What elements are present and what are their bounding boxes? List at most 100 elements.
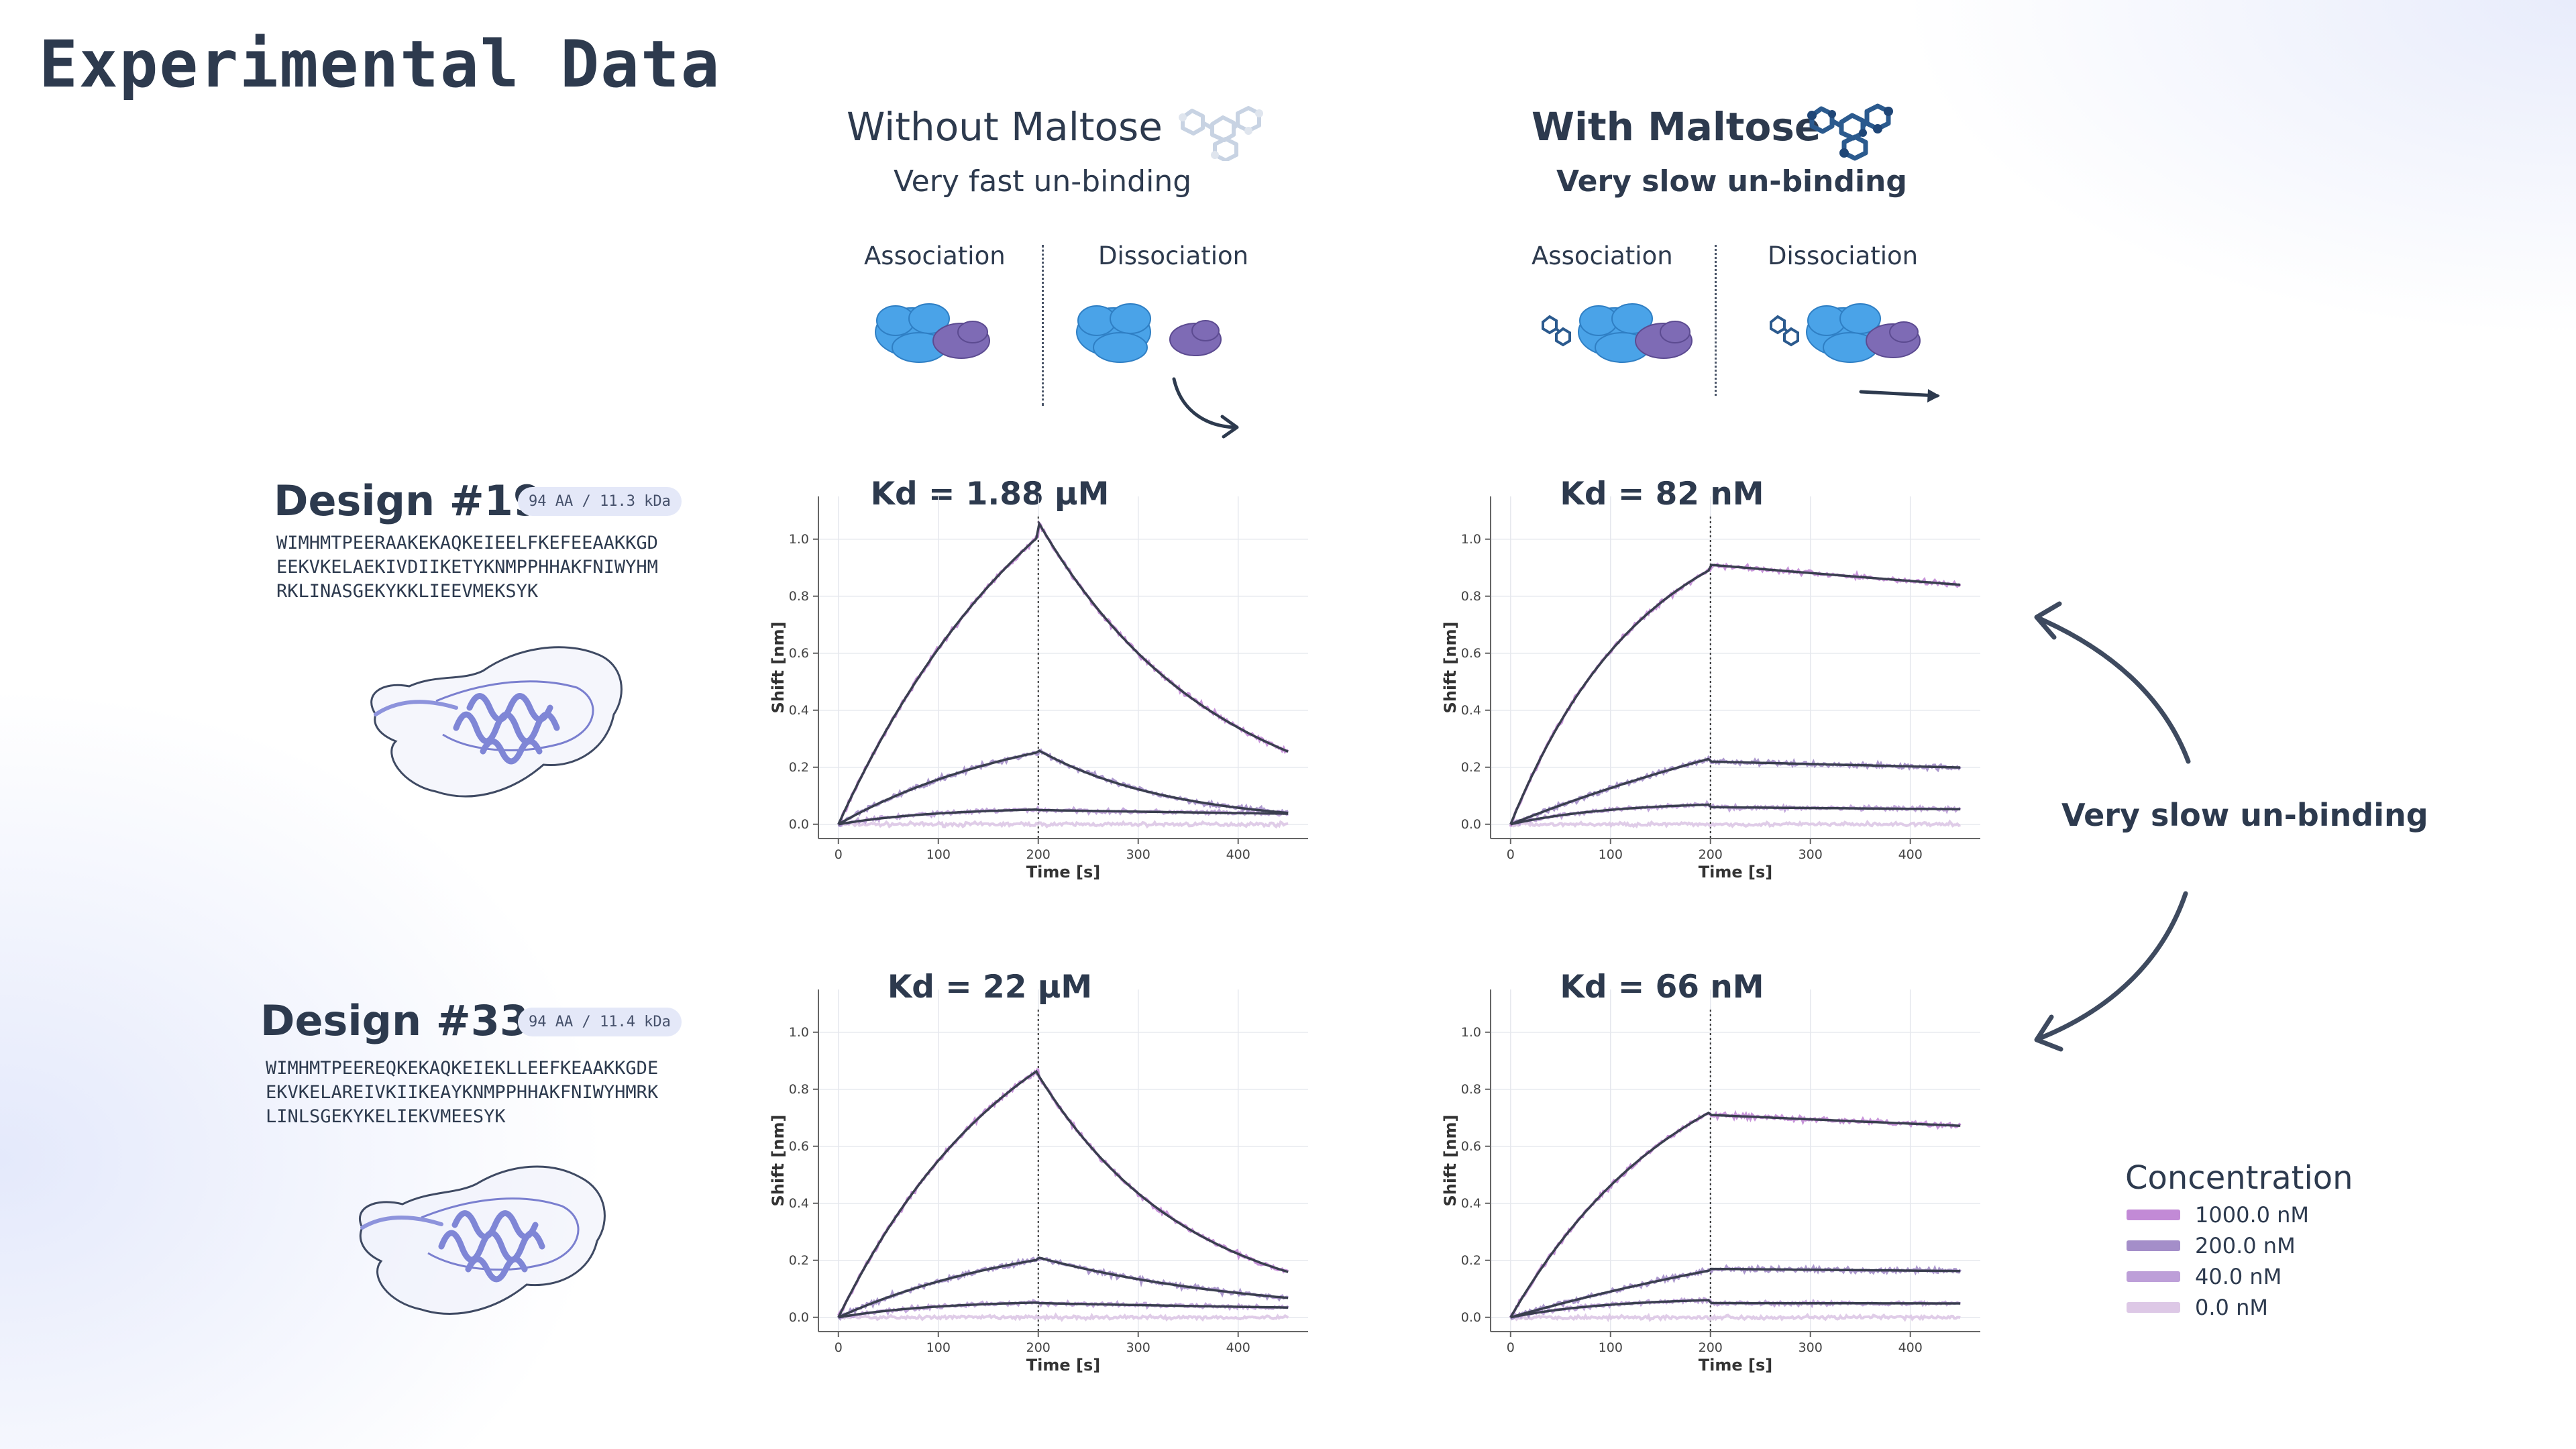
design-19-structure-image: [370, 646, 623, 798]
sequence-line: LINLSGEKYKELIEKVMEESYK: [266, 1106, 506, 1127]
x-tick-label: 0: [835, 1340, 843, 1355]
with-association-label: Association: [1532, 241, 1673, 270]
x-tick-label: 200: [1026, 847, 1051, 862]
legend-item: 0.0 nM: [2127, 1295, 2353, 1320]
design-33-badge: 94 AA / 11.4 kDa: [518, 1008, 682, 1036]
legend-label: 40.0 nM: [2195, 1264, 2282, 1289]
maltose-bound-complex-icon: [1542, 303, 1693, 363]
fit-curve: [1509, 1111, 1961, 1318]
legend-swatch: [2127, 1302, 2180, 1313]
with-dissociation-label: Dissociation: [1768, 241, 1919, 270]
design-19-sequence: WIMHMTPEERAAKEKAQKEIEELFKEFEEAAKKGD EEKVK…: [276, 531, 658, 604]
x-axis-label: Time [s]: [1026, 1356, 1100, 1375]
chart-design-33-without-maltose: Kd = 22 μM 0 100 200 300 400 0.0 0.2 0.4 0.6 0.8 1.…: [769, 969, 1308, 1375]
side-slow-unbinding-label: Very slow un-binding: [2061, 797, 2428, 833]
sequence-line: WIMHMTPEEREQKEKAQKEIEKLLEEFKEAAKKGDE: [266, 1058, 659, 1079]
x-tick-label: 200: [1699, 847, 1723, 862]
y-tick-label: 0.4: [789, 703, 809, 718]
fit-curve: [838, 1256, 1289, 1319]
grid: [818, 496, 1308, 839]
protein-complex-dissociated-icon: [1076, 303, 1222, 363]
measured-trace: [1509, 1263, 1962, 1321]
fit-curve: [1510, 1267, 1961, 1319]
legend-label: 0.0 nM: [2195, 1295, 2268, 1320]
fit-curve: [1510, 1299, 1961, 1319]
y-tick-label: 0.0: [789, 817, 809, 832]
y-tick-label: 0.0: [1461, 817, 1481, 832]
legend-swatch: [2127, 1240, 2180, 1251]
chart-title: Kd = 22 μM: [888, 969, 1092, 1006]
curved-arrow-up-icon: [2034, 601, 2191, 764]
x-axis-label: Time [s]: [1026, 863, 1100, 881]
maltose-faded-icon: [1179, 106, 1263, 161]
with-phase-divider: [1715, 245, 1717, 396]
measured-trace: [1509, 1110, 1962, 1318]
y-tick-label: 0.6: [789, 646, 809, 661]
x-tick-label: 400: [1898, 1340, 1923, 1355]
x-tick-label: 100: [1599, 1340, 1623, 1355]
legend-item: 1000.0 nM: [2127, 1202, 2353, 1228]
slow-unbinding-arrow: [1859, 389, 1940, 402]
x-tick-label: 400: [1898, 847, 1923, 862]
x-tick-label: 400: [1226, 847, 1250, 862]
legend-swatch: [2127, 1210, 2180, 1220]
sequence-line: WIMHMTPEERAAKEKAQKEIEELFKEFEEAAKKGD: [276, 533, 658, 553]
x-tick-label: 200: [1026, 1340, 1051, 1355]
maltose-slow-dissociation-icon: [1770, 303, 1921, 363]
chart-design-19-with-maltose: Kd = 82 nM 0 100 200 300 400 0.0 0.2 0.4 0.6 0.8 1.…: [1441, 476, 1980, 881]
measured-trace: [1509, 819, 1962, 829]
x-tick-label: 400: [1226, 1340, 1250, 1355]
fit-curve: [837, 749, 1289, 826]
without-phase-divider: [1042, 245, 1044, 406]
measured-trace: [837, 1068, 1289, 1316]
x-tick-label: 0: [1507, 847, 1515, 862]
x-tick-label: 300: [1126, 847, 1150, 862]
sequence-line: EKVKELAREIVKIIKEAYKNMPPHHAKFNIWYHMRK: [266, 1082, 659, 1103]
concentration-legend: Concentration 1000.0 nM 200.0 nM 40.0 nM…: [2125, 1159, 2353, 1320]
y-tick-label: 0.0: [789, 1310, 809, 1325]
design-19-title: Design #19: [274, 476, 543, 525]
maltose-icon: [1807, 103, 1893, 161]
fit-curve: [838, 808, 1289, 826]
chart-title: Kd = 82 nM: [1560, 476, 1764, 513]
legend-title: Concentration: [2125, 1159, 2353, 1197]
y-axis-label: Shift [nm]: [1441, 622, 1460, 714]
y-tick-label: 0.8: [789, 1082, 809, 1097]
y-tick-label: 0.6: [1461, 1139, 1481, 1154]
x-tick-label: 300: [1799, 1340, 1823, 1355]
grid: [1491, 496, 1980, 839]
fit-curve: [837, 1069, 1289, 1318]
grid: [818, 989, 1308, 1332]
y-tick-label: 0.2: [1461, 1253, 1481, 1268]
curved-arrow-down-icon: [2034, 891, 2188, 1052]
sequence-line: EEKVKELAEKIVDIIKETYKNMPPHHAKFNIWYHM: [276, 557, 658, 578]
y-tick-label: 0.4: [1461, 703, 1481, 718]
x-tick-label: 200: [1699, 1340, 1723, 1355]
chart-design-19-without-maltose: Kd = 1.88 μM 0 100 200 300 400 0.0 0.2 0.4 0.6 0.8…: [769, 476, 1308, 881]
design-33-sequence: WIMHMTPEEREQKEKAQKEIEKLLEEFKEAAKKGDE EKVK…: [266, 1057, 658, 1129]
fast-unbinding-arrow: [1172, 377, 1239, 439]
fit-curve: [1509, 564, 1961, 825]
y-tick-label: 0.8: [1461, 1082, 1481, 1097]
y-tick-label: 0.8: [1461, 589, 1481, 604]
y-tick-label: 0.4: [789, 1196, 809, 1211]
chart-design-33-with-maltose: Kd = 66 nM 0 100 200 300 400 0.0 0.2 0.4 0.6 0.8 1.…: [1441, 969, 1980, 1375]
measured-trace: [837, 520, 1289, 826]
legend-swatch: [2127, 1271, 2180, 1282]
design-33-title: Design #33: [260, 996, 529, 1045]
legend-item: 200.0 nM: [2127, 1233, 2353, 1258]
x-tick-label: 100: [926, 1340, 951, 1355]
y-tick-label: 1.0: [789, 532, 809, 547]
y-tick-label: 0.6: [789, 1139, 809, 1154]
y-axis-label: Shift [nm]: [1441, 1115, 1460, 1207]
fit-curve: [837, 520, 1289, 825]
design-33-structure-image: [359, 1165, 606, 1315]
measured-trace: [1510, 1312, 1961, 1323]
y-tick-label: 1.0: [1461, 1025, 1481, 1040]
legend-label: 1000.0 nM: [2195, 1202, 2310, 1228]
without-dissociation-label: Dissociation: [1098, 241, 1249, 270]
protein-complex-bound-icon: [875, 303, 990, 363]
chart-title: Kd = 1.88 μM: [871, 476, 1110, 513]
measured-trace: [837, 1312, 1289, 1322]
y-tick-label: 0.6: [1461, 646, 1481, 661]
